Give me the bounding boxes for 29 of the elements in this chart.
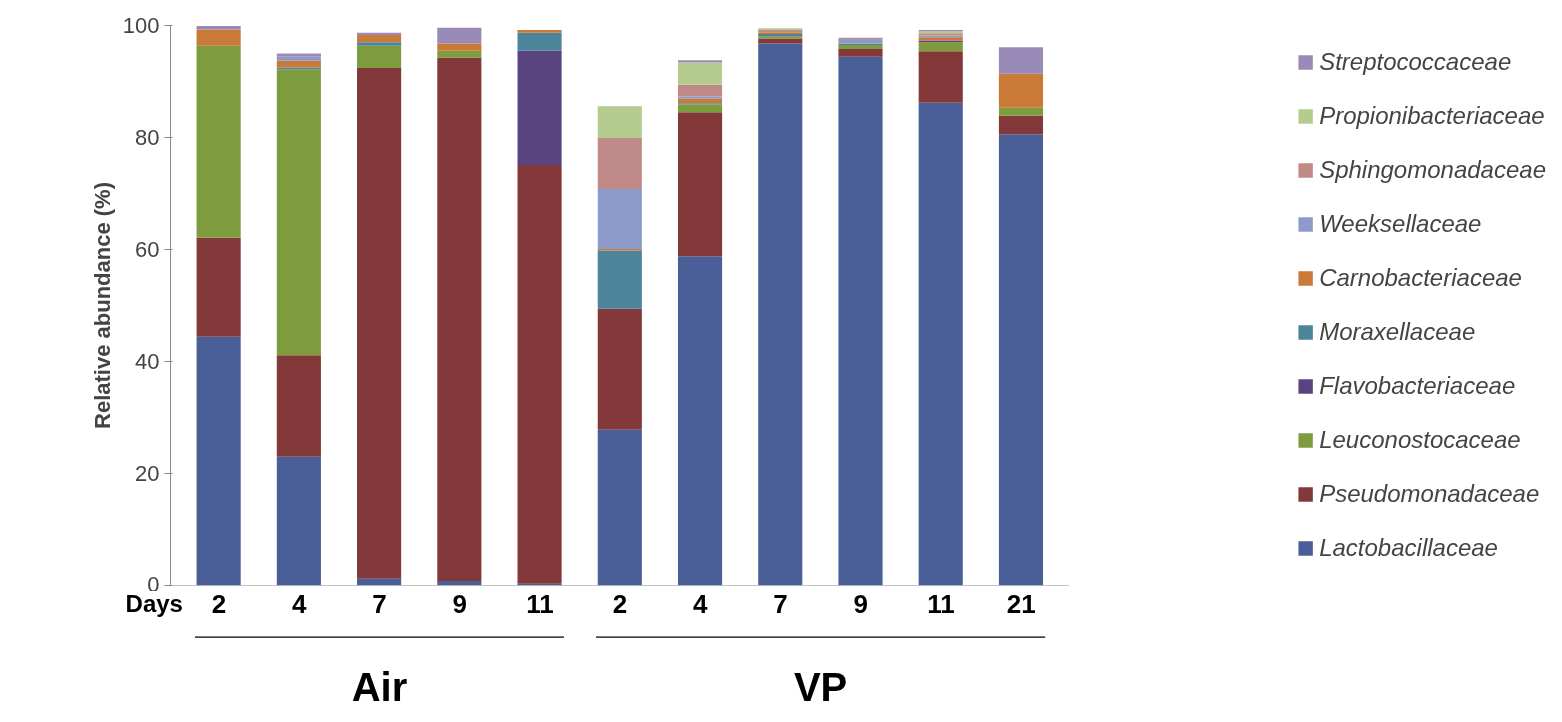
x-tick-label: 9: [452, 588, 467, 619]
legend-label: Streptococcaceae: [1319, 48, 1512, 76]
x-tick-label: 4: [292, 588, 308, 619]
y-axis-title: Relative abundance (%): [89, 182, 115, 429]
y-tick-label: 40: [135, 349, 160, 374]
x-tick-label: 11: [927, 588, 955, 619]
legend-label: Leuconostocaceae: [1319, 426, 1521, 454]
legend-label: Pseudomonadaceae: [1319, 480, 1540, 508]
x-tick-label: 2: [612, 588, 628, 619]
y-tick-label: 80: [135, 125, 160, 150]
y-tick-label: 60: [135, 237, 160, 262]
x-tick-label: 9: [853, 588, 868, 619]
x-tick-label: 21: [1006, 588, 1036, 619]
y-tick-label: 100: [122, 13, 160, 38]
legend-label: Weeksellaceae: [1319, 210, 1482, 238]
text: VP: [793, 665, 848, 710]
x-tick-label: 11: [526, 588, 554, 619]
x-tick-label: 7: [372, 588, 387, 619]
legend-label: Lactobacillaceae: [1319, 534, 1498, 562]
x-tick-label: 2: [211, 588, 227, 619]
y-tick-label: 20: [135, 461, 160, 486]
legend-label: Carnobacteriaceae: [1319, 264, 1522, 292]
legend-label: Flavobacteriaceae: [1319, 372, 1516, 400]
legend-label: Moraxellaceae: [1319, 318, 1476, 346]
legend-label: Propionibacteriaceae: [1319, 102, 1545, 130]
x-tick-label: 4: [693, 588, 709, 619]
x-tick-label: 7: [773, 588, 788, 619]
legend-label: Sphingomonadaceae: [1319, 156, 1546, 184]
text: Air: [351, 665, 408, 710]
